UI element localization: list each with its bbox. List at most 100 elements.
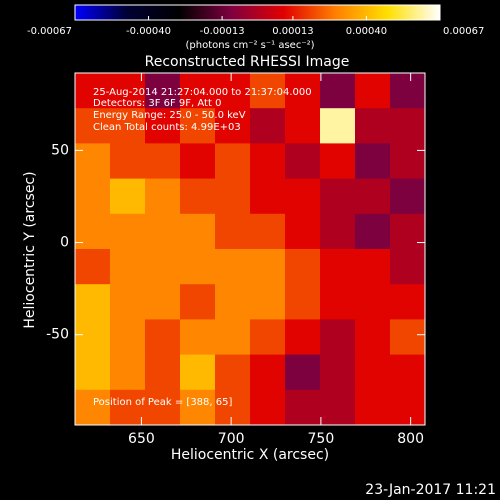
image-cell	[145, 178, 181, 215]
image-cell	[390, 354, 426, 391]
timestamp: 23-Jan-2017 11:21	[365, 482, 496, 498]
image-cell	[110, 108, 146, 144]
image-cell	[75, 284, 111, 320]
image-cell	[180, 249, 216, 285]
x-tick-label: 800	[397, 431, 424, 447]
colorbar-tick-label: 0.00067	[443, 26, 484, 37]
image-cell	[355, 213, 391, 250]
image-cell	[285, 143, 321, 180]
image-cell	[320, 354, 356, 391]
y-tick-label: 0	[60, 235, 69, 251]
image-cell	[75, 108, 111, 144]
colorbar-tick-label: -0.00067	[27, 26, 72, 37]
image-cell	[285, 354, 321, 391]
annotation: Energy Range: 25.0 - 50.0 keV	[93, 110, 246, 121]
image-cell	[215, 249, 251, 285]
image-cell	[180, 284, 216, 320]
image-cell	[250, 319, 286, 356]
image-cell	[145, 73, 181, 109]
image-cell	[390, 178, 426, 215]
image-cell	[250, 389, 286, 426]
image-cell	[390, 143, 426, 180]
image-cell	[355, 178, 391, 215]
image-cell	[285, 319, 321, 356]
image-cell	[285, 389, 321, 426]
image-cell	[320, 284, 356, 320]
image-cell	[355, 73, 391, 109]
image-cell	[215, 143, 251, 180]
image-cell	[215, 213, 251, 250]
annotation: Detectors: 3F 6F 9F, Att 0	[93, 98, 221, 109]
image-cell	[180, 354, 216, 391]
image-cell	[110, 284, 146, 320]
image-cell	[110, 143, 146, 180]
image-cell	[110, 354, 146, 391]
image-cell	[355, 284, 391, 320]
image-cell	[75, 249, 111, 285]
image-cell	[320, 178, 356, 215]
image-cell	[390, 108, 426, 144]
image-cell	[390, 284, 426, 320]
image-cell	[110, 249, 146, 285]
image-cell	[250, 354, 286, 391]
image-cell	[180, 319, 216, 356]
image-cell	[320, 319, 356, 356]
y-axis-label: Heliocentric Y (arcsec)	[22, 171, 38, 328]
image-cell	[250, 213, 286, 250]
image-cell	[75, 354, 111, 391]
image-cell	[110, 319, 146, 356]
image-cell	[285, 213, 321, 250]
image-cell	[215, 178, 251, 215]
y-tick-label: 50	[51, 142, 69, 158]
image-cell	[320, 73, 356, 109]
image-cell	[215, 389, 251, 426]
chart-title: Reconstructed RHESSI Image	[145, 54, 350, 70]
image-cell	[250, 143, 286, 180]
x-tick-label: 700	[218, 431, 245, 447]
image-cell	[285, 73, 321, 109]
image-cell	[75, 178, 111, 215]
image-cell	[180, 389, 216, 426]
image-cell	[320, 143, 356, 180]
x-tick-label: 650	[128, 431, 155, 447]
image-cell	[180, 213, 216, 250]
image-cell	[390, 319, 426, 356]
image-cell	[320, 389, 356, 426]
image-cell	[180, 73, 216, 109]
image-cell	[355, 249, 391, 285]
x-axis-label: Heliocentric X (arcsec)	[171, 447, 329, 463]
image-cell	[215, 73, 251, 109]
image-cell	[250, 178, 286, 215]
image-cell	[145, 108, 181, 144]
image-cell	[110, 178, 146, 215]
annotation: Clean Total counts: 4.99E+03	[93, 122, 241, 133]
colorbar-tick-label: -0.00013	[200, 26, 245, 37]
image-cell	[145, 213, 181, 250]
image-cell	[145, 284, 181, 320]
image-cell	[285, 284, 321, 320]
colorbar-tick-label: 0.00040	[346, 26, 387, 37]
image-cell	[285, 249, 321, 285]
image-cell	[145, 389, 181, 426]
image-cell	[75, 319, 111, 356]
image-cell	[355, 143, 391, 180]
image-cell	[110, 213, 146, 250]
image-cell	[390, 389, 426, 426]
image-cell	[180, 178, 216, 215]
colorbar-label: (photons cm⁻² s⁻¹ asec⁻²)	[185, 40, 314, 51]
y-tick-label: -50	[46, 327, 69, 343]
image-cell	[145, 319, 181, 356]
colorbar-tick-label: 0.00013	[272, 26, 313, 37]
image-cell	[145, 249, 181, 285]
x-tick-label: 750	[308, 431, 335, 447]
image-cell	[355, 389, 391, 426]
colorbar	[74, 4, 441, 21]
image-cell	[355, 108, 391, 144]
image-cell	[250, 249, 286, 285]
image-cell	[110, 389, 146, 426]
image-cell	[390, 249, 426, 285]
plot-frame	[74, 72, 426, 426]
image-cell	[390, 73, 426, 109]
